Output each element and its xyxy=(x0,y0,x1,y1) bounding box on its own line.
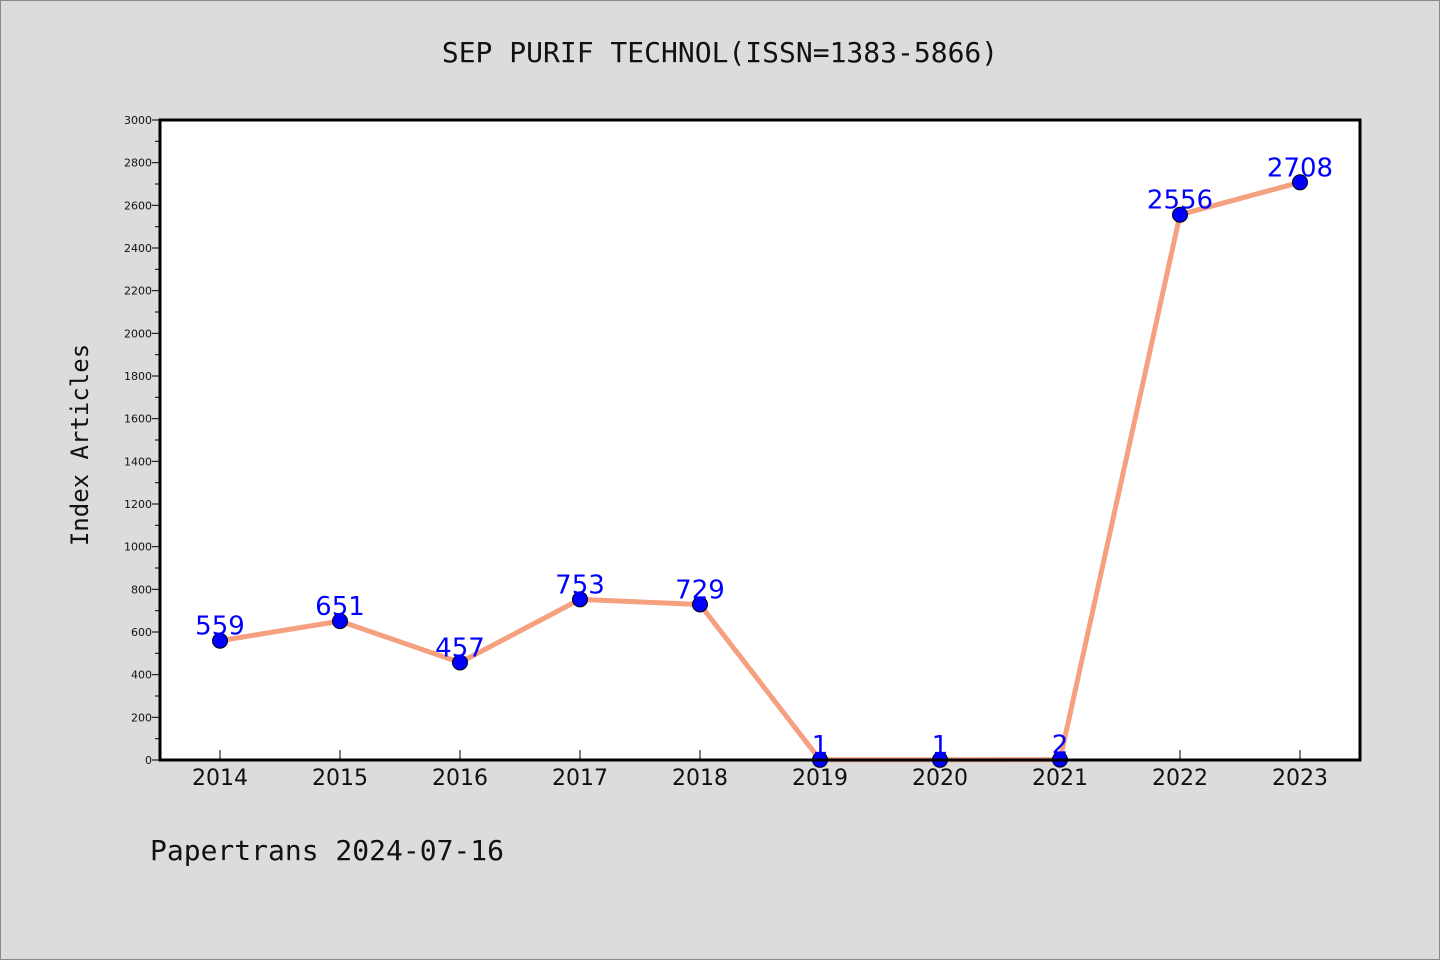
data-label: 2708 xyxy=(1267,153,1333,183)
y-tick-label: 1000 xyxy=(124,541,152,554)
data-label: 729 xyxy=(675,575,725,605)
data-point xyxy=(572,591,588,608)
x-tick-label: 2020 xyxy=(912,766,968,791)
y-tick-label: 3000 xyxy=(124,114,152,127)
chart-title: SEP PURIF TECHNOL(ISSN=1383-5866) xyxy=(441,36,999,69)
data-label: 2556 xyxy=(1147,186,1213,216)
y-tick-label: 2200 xyxy=(124,285,152,298)
y-tick-label: 2400 xyxy=(124,242,152,255)
y-tick-label: 2600 xyxy=(124,199,152,212)
x-tick-label: 2018 xyxy=(672,766,728,791)
data-label: 753 xyxy=(555,570,605,600)
y-tick-label: 1200 xyxy=(124,498,152,511)
data-point xyxy=(212,632,228,649)
data-label: 559 xyxy=(195,612,245,642)
x-tick-label: 2015 xyxy=(312,766,368,791)
data-point xyxy=(452,654,468,671)
data-label: 1 xyxy=(812,731,829,761)
y-tick-label: 2800 xyxy=(124,157,152,170)
series-group xyxy=(219,179,1301,763)
y-tick-label: 600 xyxy=(131,626,152,639)
x-tick-label: 2019 xyxy=(792,766,848,791)
y-tick-label: 1800 xyxy=(124,370,152,383)
data-label: 1 xyxy=(932,731,949,761)
plot-area xyxy=(160,120,1360,760)
data-point xyxy=(332,613,348,630)
plot-border xyxy=(158,118,1362,762)
data-label: 651 xyxy=(315,592,365,622)
y-tick-label: 1600 xyxy=(124,413,152,426)
y-tick-label: 400 xyxy=(131,669,152,682)
x-tick-label: 2016 xyxy=(432,766,488,791)
data-point xyxy=(692,596,708,613)
data-point xyxy=(1172,206,1188,223)
y-tick-label: 1400 xyxy=(124,455,152,468)
y-tick-label: 0 xyxy=(145,754,152,767)
y-tick-label: 200 xyxy=(131,711,152,724)
x-tick-label: 2023 xyxy=(1272,766,1328,791)
data-point xyxy=(1292,174,1308,191)
data-labels-group: 559 651 457 753 729 1 1 2 2556 2708 xyxy=(195,153,1333,760)
x-tick-label: 2021 xyxy=(1032,766,1088,791)
x-tick-label: 2022 xyxy=(1152,766,1208,791)
footer-text: Papertrans 2024-07-16 xyxy=(150,834,505,867)
data-label: 2 xyxy=(1052,731,1069,761)
y-axis-ticks: 0 200 400 600 800 1000 1200 1400 1600 1800 2000 220… xyxy=(124,114,160,767)
series-line xyxy=(219,179,1301,763)
y-tick-label: 2000 xyxy=(124,327,152,340)
x-axis-ticks: 2014 2015 2016 2017 2018 2019 2020 2021 2022 2023 xyxy=(192,750,1328,791)
y-tick-label: 800 xyxy=(131,583,152,596)
x-tick-label: 2014 xyxy=(192,766,248,791)
data-label: 457 xyxy=(435,634,485,664)
x-tick-label: 2017 xyxy=(552,766,608,791)
